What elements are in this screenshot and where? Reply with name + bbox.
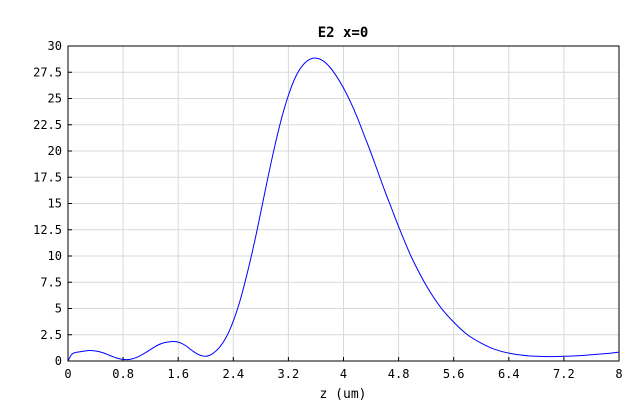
y-tick-label: 25 [48,92,62,106]
y-tick-label: 0 [55,354,62,368]
ticks: 0 0.8 1.6 2.4 3.2 4 4.8 5.6 6.4 7.2 8 0 2.5 5 7.5 10 12.… [33,39,623,381]
y-tick-label: 17.5 [33,170,62,184]
x-tick-label: 0 [64,367,71,381]
x-tick-label: 8 [615,367,622,381]
x-tick-label: 4.8 [388,367,410,381]
y-tick-label: 27.5 [33,65,62,79]
x-tick-label: 2.4 [222,367,244,381]
chart-title: E2 x=0 [318,25,369,41]
y-tick-label: 10 [48,249,62,263]
x-tick-label: 6.4 [498,367,520,381]
y-tick-label: 5 [55,302,62,316]
x-tick-label: 7.2 [553,367,575,381]
x-tick-label: 0.8 [112,367,134,381]
y-tick-label: 12.5 [33,223,62,237]
series-line [67,57,620,362]
series-layer [67,57,620,362]
x-axis-label: z (um) [320,387,367,402]
y-tick-label: 15 [48,197,62,211]
y-tick-label: 7.5 [40,275,62,289]
x-tick-label: 1.6 [167,367,189,381]
y-tick-label: 20 [48,144,62,158]
y-tick-label: 30 [48,39,62,53]
x-tick-label: 5.6 [443,367,465,381]
y-tick-label: 22.5 [33,118,62,132]
x-tick-label: 3.2 [278,367,300,381]
x-tick-label: 4 [340,367,347,381]
y-tick-label: 2.5 [40,328,62,342]
